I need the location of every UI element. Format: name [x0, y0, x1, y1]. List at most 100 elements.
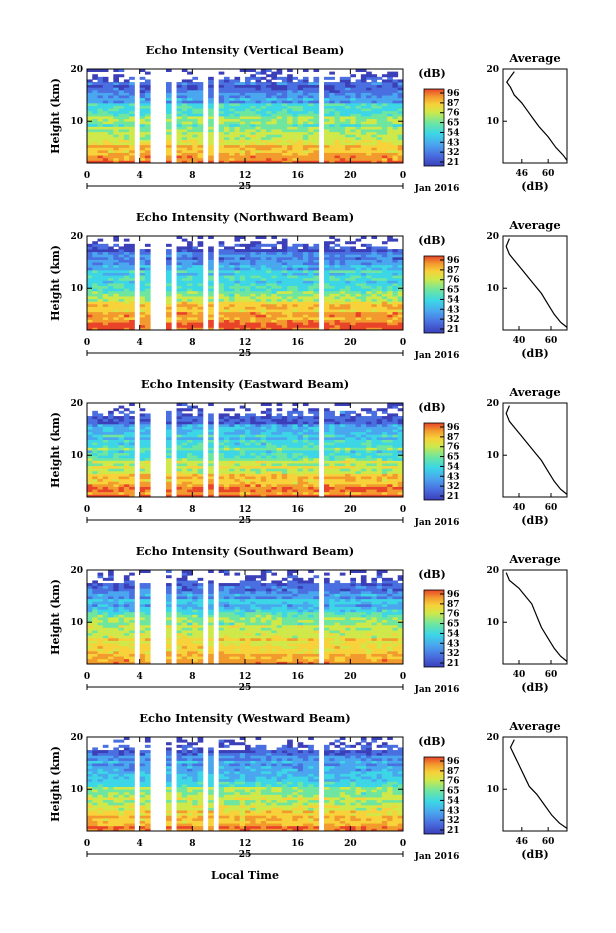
- heatmap-cell: [382, 293, 388, 296]
- heatmap-cell: [224, 262, 230, 265]
- heatmap-cell: [187, 322, 193, 325]
- heatmap-cell: [234, 270, 240, 273]
- heatmap-cell: [182, 460, 188, 463]
- heatmap-cell: [387, 322, 393, 325]
- heatmap-cell: [234, 265, 240, 268]
- heatmap-cell: [282, 262, 288, 265]
- heatmap-cell: [382, 275, 388, 278]
- heatmap-cell: [103, 132, 109, 135]
- heatmap-cell: [335, 296, 341, 299]
- heatmap-cell: [392, 267, 398, 270]
- heatmap-cell: [361, 278, 367, 281]
- heatmap-cell: [371, 304, 377, 307]
- heatmap-cell: [292, 476, 298, 479]
- heatmap-cell: [98, 150, 104, 153]
- heatmap-cell: [256, 460, 262, 463]
- heatmap-cell: [324, 481, 330, 484]
- heatmap-cell: [113, 249, 119, 252]
- heatmap-cell: [187, 275, 193, 278]
- heatmap-cell: [266, 278, 272, 281]
- heatmap-cell: [208, 113, 214, 116]
- heatmap-cell: [377, 307, 383, 310]
- heatmap-cell: [382, 476, 388, 479]
- heatmap-cell: [356, 90, 362, 93]
- heatmap-cell: [350, 100, 356, 103]
- heatmap-cell: [182, 153, 188, 156]
- heatmap-cell: [182, 93, 188, 96]
- heatmap-cell: [92, 87, 98, 90]
- heatmap-cell: [140, 82, 146, 85]
- heatmap-cell: [324, 77, 330, 80]
- heatmap-cell: [282, 134, 288, 137]
- heatmap-cell: [298, 288, 304, 291]
- heatmap-cell: [266, 317, 272, 320]
- heatmap-cell: [229, 468, 235, 471]
- heatmap-cell: [108, 93, 114, 96]
- heatmap-cell: [292, 246, 298, 249]
- heatmap-cell: [240, 309, 246, 312]
- heatmap-cell: [340, 270, 346, 273]
- heatmap-cell: [108, 267, 114, 270]
- heatmap-cell: [324, 455, 330, 458]
- heatmap-cell: [113, 158, 119, 161]
- heatmap-cell: [192, 309, 198, 312]
- heatmap-cell: [382, 262, 388, 265]
- heatmap-cell: [292, 113, 298, 116]
- heatmap-cell: [361, 455, 367, 458]
- heatmap-cell: [108, 134, 114, 137]
- heatmap-cell: [219, 429, 225, 432]
- heatmap-cell: [140, 447, 146, 450]
- heatmap-cell: [287, 487, 293, 490]
- heatmap-cell: [103, 312, 109, 315]
- heatmap-cell: [298, 299, 304, 302]
- heatmap-cell: [382, 453, 388, 456]
- heatmap-cell: [187, 87, 193, 90]
- heatmap-cell: [335, 90, 341, 93]
- heatmap-cell: [392, 463, 398, 466]
- heatmap-cell: [245, 158, 251, 161]
- heatmap-cell: [177, 453, 183, 456]
- heatmap-cell: [366, 280, 372, 283]
- heatmap-cell: [387, 476, 393, 479]
- heatmap-cell: [108, 108, 114, 111]
- heatmap-cell: [292, 106, 298, 109]
- heatmap-cell: [113, 103, 119, 106]
- heatmap-cell: [198, 85, 204, 88]
- heatmap-cell: [335, 93, 341, 96]
- heatmap-cell: [92, 137, 98, 140]
- heatmap-cell: [356, 116, 362, 119]
- heatmap-cell: [245, 246, 251, 249]
- heatmap-cell: [182, 158, 188, 161]
- heatmap-cell: [298, 432, 304, 435]
- heatmap-cell: [234, 288, 240, 291]
- heatmap-cell: [229, 307, 235, 310]
- heatmap-cell: [224, 142, 230, 145]
- heatmap-cell: [140, 434, 146, 437]
- heatmap-cell: [182, 424, 188, 427]
- heatmap-cell: [192, 447, 198, 450]
- heatmap-cell: [382, 100, 388, 103]
- heatmap-cell: [313, 93, 319, 96]
- heatmap-cell: [387, 124, 393, 127]
- heatmap-cell: [219, 116, 225, 119]
- heatmap-cell: [145, 466, 151, 469]
- heatmap-cell: [192, 98, 198, 101]
- heatmap-cell: [140, 85, 146, 88]
- heatmap-cell: [392, 150, 398, 153]
- heatmap-cell: [371, 119, 377, 122]
- heatmap-cell: [87, 95, 93, 98]
- heatmap-cell: [350, 87, 356, 90]
- heatmap-cell: [266, 466, 272, 469]
- heatmap-cell: [313, 249, 319, 252]
- heatmap-cell: [234, 95, 240, 98]
- heatmap-cell: [224, 312, 230, 315]
- heatmap-cell: [234, 134, 240, 137]
- heatmap-cell: [345, 460, 351, 463]
- heatmap-cell: [308, 320, 314, 323]
- heatmap-cell: [145, 244, 151, 247]
- heatmap-cell: [287, 137, 293, 140]
- heatmap-cell: [356, 325, 362, 328]
- heatmap-cell: [224, 484, 230, 487]
- heatmap-cell: [392, 440, 398, 443]
- heatmap-cell: [192, 119, 198, 122]
